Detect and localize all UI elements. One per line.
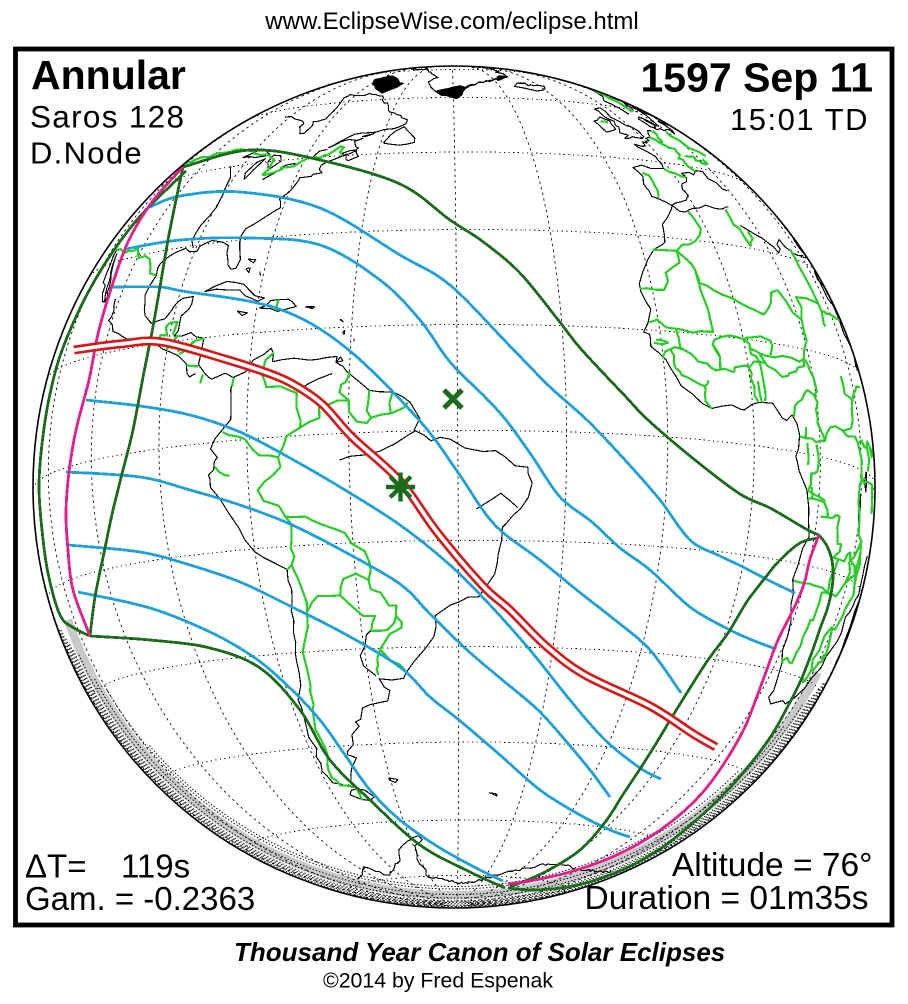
- svg-text:Duration = 01m35s: Duration = 01m35s: [585, 880, 869, 917]
- svg-text:Gam. = -0.2363: Gam. = -0.2363: [25, 880, 255, 917]
- svg-text:Saros 128: Saros 128: [30, 99, 185, 135]
- svg-text:1597 Sep 11: 1597 Sep 11: [640, 55, 873, 101]
- svg-text:Altitude = 76°: Altitude = 76°: [672, 847, 873, 884]
- svg-text:15:01 TD: 15:01 TD: [730, 102, 869, 137]
- svg-text:www.EclipseWise.com/eclipse.ht: www.EclipseWise.com/eclipse.html: [264, 8, 638, 35]
- svg-text:D.Node: D.Node: [30, 136, 143, 171]
- svg-text:Thousand Year Canon of Solar E: Thousand Year Canon of Solar Eclipses: [234, 937, 725, 967]
- svg-text:Annular: Annular: [31, 52, 186, 98]
- svg-text:©2014 by Fred Espenak: ©2014 by Fred Espenak: [323, 969, 553, 993]
